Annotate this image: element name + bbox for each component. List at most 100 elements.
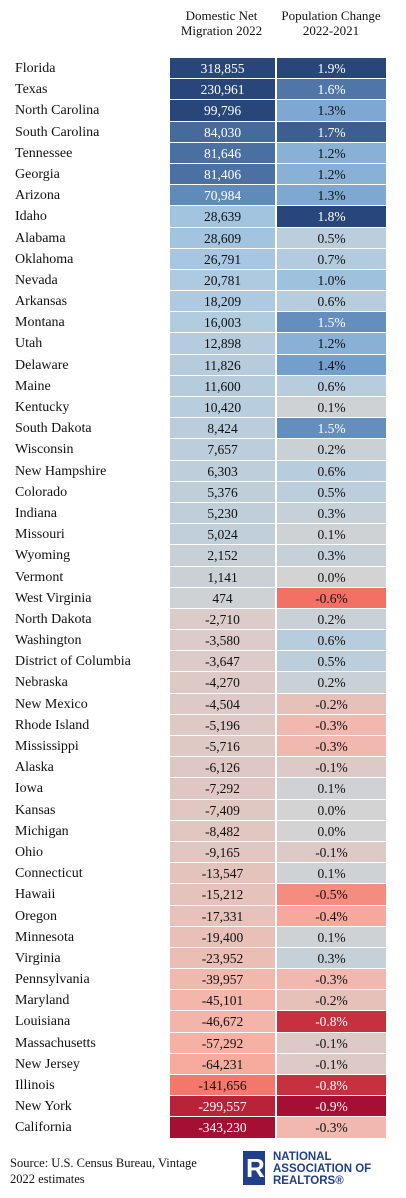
state-label: New York (15, 1099, 72, 1115)
migration-cell: -3,580 (170, 630, 275, 652)
migration-cell: -3,647 (170, 651, 275, 673)
population-change-cell: -0.3% (277, 736, 386, 758)
state-label: Connecticut (15, 866, 83, 882)
table-row: Rhode Island -5,196 -0.3% (0, 714, 406, 736)
migration-cell: -6,126 (170, 757, 275, 779)
state-label: South Dakota (15, 421, 92, 437)
table-row: Iowa -7,292 0.1% (0, 778, 406, 800)
table-row: Colorado 5,376 0.5% (0, 481, 406, 503)
table-row: Kentucky 10,420 0.1% (0, 397, 406, 419)
table-row: Utah 12,898 1.2% (0, 333, 406, 355)
state-label: Montana (15, 315, 65, 331)
migration-cell: 26,791 (170, 248, 275, 270)
table-row: West Virginia 474 -0.6% (0, 587, 406, 609)
logo-text: NATIONAL ASSOCIATION OF REALTORS® (273, 1151, 372, 1187)
migration-cell: -8,482 (170, 820, 275, 842)
migration-cell: 84,030 (170, 121, 275, 143)
state-label: Arizona (15, 188, 61, 204)
migration-cell: 5,024 (170, 524, 275, 546)
table-row: Maine 11,600 0.6% (0, 375, 406, 397)
table-row: New Jersey -64,231 -0.1% (0, 1053, 406, 1075)
population-change-cell: -0.8% (277, 1011, 386, 1033)
state-label: Kansas (15, 802, 56, 818)
population-change-cell: 0.0% (277, 820, 386, 842)
migration-cell: -15,212 (170, 884, 275, 906)
realtor-r-icon: R (243, 1151, 265, 1185)
migration-cell: 11,826 (170, 354, 275, 376)
state-label: Mississippi (15, 739, 79, 754)
heatmap-table: Florida 318,855 1.9% Texas 230,961 1.6% North … (0, 58, 406, 1139)
migration-cell: 11,600 (170, 375, 275, 397)
population-change-cell: -0.1% (277, 1053, 386, 1075)
table-row: Wisconsin 7,657 0.2% (0, 439, 406, 461)
population-change-cell: 0.5% (277, 651, 386, 673)
migration-cell: 474 (170, 587, 275, 609)
table-row: Alaska -6,126 -0.1% (0, 757, 406, 779)
population-change-cell: 0.1% (277, 778, 386, 800)
table-row: Georgia 81,406 1.2% (0, 163, 406, 186)
migration-cell: 28,609 (170, 227, 275, 249)
table-row: Kansas -7,409 0.0% (0, 799, 406, 821)
migration-cell: -13,547 (170, 863, 275, 885)
table-row: District of Columbia -3,647 0.5% (0, 651, 406, 673)
state-label: Nevada (15, 272, 58, 288)
migration-cell: -5,196 (170, 714, 275, 736)
table-row: Michigan -8,482 0.0% (0, 820, 406, 842)
table-row: South Dakota 8,424 1.5% (0, 418, 406, 440)
migration-cell: -45,101 (170, 990, 275, 1012)
population-change-cell: 1.2% (277, 163, 386, 186)
state-label: Maine (15, 378, 51, 394)
state-label: Massachusetts (15, 1035, 96, 1051)
state-label: Indiana (15, 505, 57, 521)
table-row: Alabama 28,609 0.5% (0, 227, 406, 249)
table-row: Wyoming 2,152 0.3% (0, 545, 406, 567)
state-label: New Jersey (15, 1056, 80, 1072)
table-row: Delaware 11,826 1.4% (0, 354, 406, 376)
population-change-cell: -0.6% (277, 587, 386, 609)
state-label: Delaware (15, 357, 69, 373)
migration-cell: -7,409 (170, 799, 275, 821)
migration-cell: -2,710 (170, 608, 275, 631)
population-change-cell: 1.2% (277, 333, 386, 355)
state-label: South Carolina (15, 124, 100, 140)
migration-cell: 6,303 (170, 460, 275, 482)
migration-cell: 230,961 (170, 79, 275, 101)
table-row: Vermont 1,141 0.0% (0, 566, 406, 588)
population-change-cell: 0.6% (277, 291, 386, 313)
table-row: Tennessee 81,646 1.2% (0, 142, 406, 164)
nar-logo: R NATIONAL ASSOCIATION OF REALTORS® (243, 1150, 403, 1190)
migration-cell: -4,504 (170, 693, 275, 715)
table-row: California -343,230 -0.3% (0, 1117, 406, 1139)
population-change-cell: 0.2% (277, 672, 386, 694)
state-label: Alaska (15, 760, 54, 776)
table-row: New Mexico -4,504 -0.2% (0, 693, 406, 715)
state-label: Kentucky (15, 400, 70, 415)
population-change-cell: 1.5% (277, 312, 386, 334)
migration-cell: 99,796 (170, 100, 275, 122)
state-label: California (15, 1120, 72, 1136)
population-change-cell: 0.1% (277, 524, 386, 546)
population-change-cell: -0.2% (277, 990, 386, 1012)
state-label: Alabama (15, 230, 66, 246)
migration-cell: -4,270 (170, 672, 275, 694)
population-change-cell: -0.2% (277, 693, 386, 715)
table-row: Illinois -141,656 -0.8% (0, 1075, 406, 1097)
population-change-cell: 0.1% (277, 397, 386, 419)
population-change-cell: -0.9% (277, 1096, 386, 1118)
migration-cell: 8,424 (170, 418, 275, 440)
state-label: District of Columbia (15, 654, 131, 670)
state-label: Colorado (15, 484, 68, 500)
state-label: Texas (15, 82, 48, 98)
migration-cell: -343,230 (170, 1117, 275, 1139)
population-change-cell: 0.7% (277, 248, 386, 270)
population-change-cell: 0.5% (277, 227, 386, 249)
population-change-cell: -0.8% (277, 1075, 386, 1097)
migration-cell: 5,230 (170, 502, 275, 525)
migration-cell: 28,639 (170, 206, 275, 228)
table-row: Florida 318,855 1.9% (0, 58, 406, 80)
table-row: Nevada 20,781 1.0% (0, 269, 406, 292)
state-label: Georgia (15, 166, 60, 182)
population-change-cell: 0.2% (277, 608, 386, 631)
state-label: Ohio (15, 844, 43, 860)
table-row: Ohio -9,165 -0.1% (0, 841, 406, 864)
